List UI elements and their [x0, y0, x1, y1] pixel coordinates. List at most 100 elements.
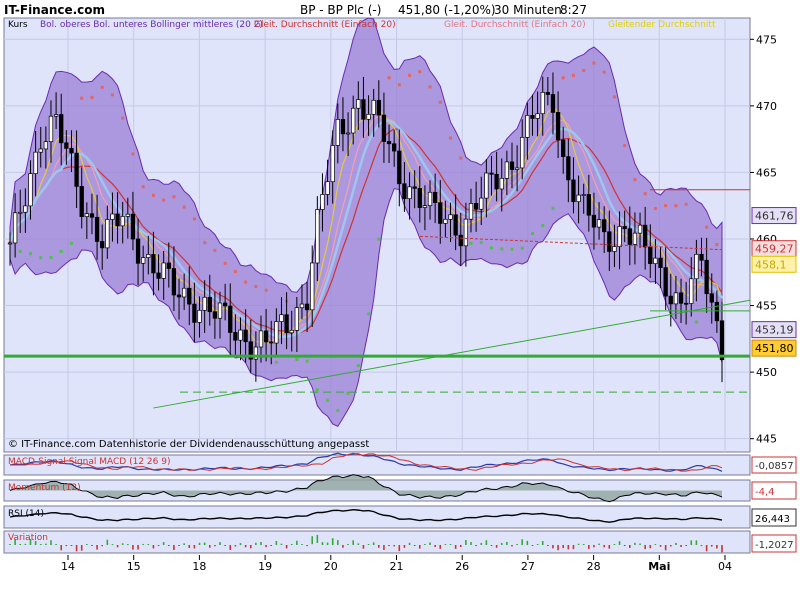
candle-body [135, 238, 141, 264]
momentum-line [9, 474, 723, 503]
sar-dot [489, 246, 493, 250]
candle-body [535, 113, 540, 119]
variation-bar [234, 545, 237, 547]
variation-bar [664, 545, 667, 551]
moving-average-line [9, 115, 723, 342]
sar-dot [326, 398, 330, 402]
sar-dot [110, 93, 114, 97]
candle-body [64, 142, 69, 149]
sar-dot [305, 359, 309, 363]
sar-dot [397, 83, 401, 87]
variation-bar [562, 545, 565, 549]
candle-body [233, 332, 238, 341]
candle-body [709, 293, 714, 303]
variation-bar [60, 545, 63, 551]
moving-average-line [9, 107, 723, 345]
candle-body [402, 183, 407, 200]
moving-average-line [9, 128, 723, 335]
candle-body [69, 148, 74, 154]
candle-body [699, 253, 704, 261]
variation-bar [70, 545, 73, 546]
candle-body [366, 113, 371, 120]
sar-dot [653, 207, 657, 211]
variation-bar [700, 545, 703, 547]
variation-bar [403, 545, 406, 548]
candle-body [704, 259, 709, 295]
candle-body [18, 211, 23, 214]
variation-bar [608, 545, 611, 549]
variation-bar [173, 545, 175, 550]
candle-body [356, 99, 361, 109]
candle-body [182, 287, 187, 298]
variation-bar [378, 545, 380, 548]
candle-body [222, 302, 228, 307]
candle-body [427, 191, 433, 207]
variation-bar [531, 545, 534, 546]
variation-bar [183, 543, 185, 545]
candle-body [94, 216, 100, 242]
price-marker-label: 459,27 [755, 243, 794, 256]
variation-bar [577, 543, 580, 545]
candle-body [315, 209, 320, 264]
momentum-area [10, 474, 722, 502]
candle-body [689, 278, 694, 304]
sar-dot [602, 70, 606, 74]
sar-dot [346, 391, 350, 395]
trend-line [153, 299, 751, 409]
candle-body [386, 141, 392, 145]
candle-body [504, 161, 510, 179]
candle-body [156, 272, 161, 279]
candle-body [463, 218, 469, 247]
sar-dot [674, 204, 678, 208]
sar-dot [623, 144, 627, 148]
variation-bar [167, 545, 170, 547]
candle-body [361, 99, 366, 120]
candle-body [468, 203, 474, 220]
variation-bar [188, 545, 191, 548]
variation-bar [490, 545, 493, 546]
candle-body [438, 202, 443, 224]
candle-body [243, 329, 248, 343]
sar-dot [459, 156, 463, 160]
variation-bar [362, 545, 365, 549]
candle-body [648, 246, 653, 265]
variation-bar [14, 539, 16, 545]
variation-bar [388, 545, 390, 546]
candle-body [586, 194, 591, 216]
variation-bar [367, 544, 370, 545]
candle-body [28, 173, 33, 207]
sar-dot [223, 261, 227, 265]
candle-body [678, 292, 684, 304]
variation-bar [91, 545, 93, 546]
price-marker-label: 453,19 [755, 324, 794, 337]
variation-bar [721, 545, 723, 553]
candle-body [151, 254, 156, 274]
variation-bar [80, 545, 83, 551]
candle-body [612, 246, 617, 252]
candle-body [694, 253, 699, 280]
variation-bar [229, 545, 232, 550]
candle-body [53, 114, 59, 117]
variation-bar [178, 545, 180, 546]
candle-body [345, 132, 351, 135]
variation-bar [224, 545, 226, 546]
variation-bar [214, 545, 216, 547]
variation-panel [3, 530, 751, 554]
variation-bar [342, 545, 344, 548]
candle-body [499, 177, 504, 190]
candle-body [525, 115, 530, 138]
candle-body [397, 150, 402, 185]
date-tick-label: 04 [718, 560, 732, 573]
sar-dot [438, 100, 442, 104]
variation-bar [675, 542, 677, 545]
candle-body [100, 241, 105, 249]
variation-bar [511, 545, 513, 547]
sar-dot [233, 270, 237, 274]
variation-bar [552, 545, 554, 549]
sar-dot [694, 320, 698, 324]
variation-bar [260, 541, 262, 545]
variation-bar [29, 538, 32, 545]
variation-bar [75, 545, 78, 552]
sar-dot [244, 280, 248, 284]
